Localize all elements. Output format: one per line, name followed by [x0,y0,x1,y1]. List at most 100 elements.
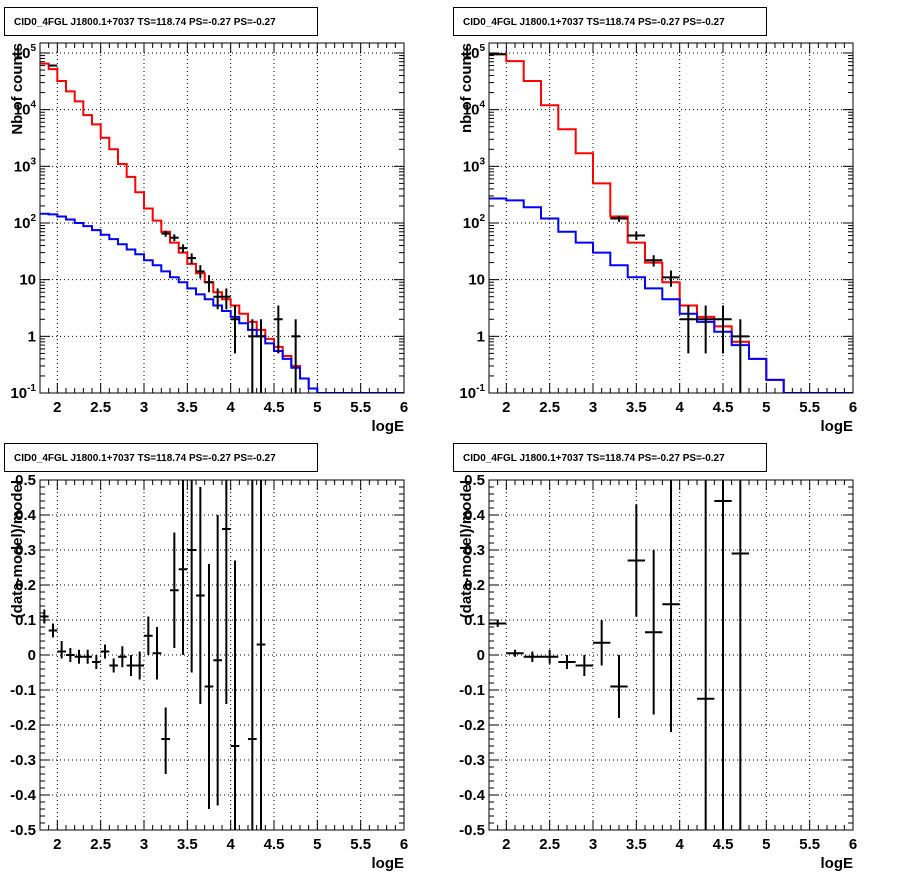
chart-panel-4: CID0_4FGL J1800.1+7037 TS=118.74 PS=-0.2… [453,443,857,872]
x-tick-label: 3 [140,399,148,416]
data-point [213,515,222,806]
data-point [66,648,75,662]
data-point [161,707,170,774]
chart-title: CID0_4FGL J1800.1+7037 TS=118.74 PS=-0.2… [463,17,725,28]
x-tick-label: 6 [849,836,857,853]
data-point [523,651,541,662]
data-point [697,305,715,354]
y-tick-label: 104 [463,100,486,119]
x-tick-label: 2.5 [539,399,560,416]
model-histogram-blue [40,212,404,393]
data-point [92,655,101,669]
y-tick-label: 10 [468,272,485,289]
y-axis-label: Nb of counts [9,43,26,135]
x-tick-label: 3.5 [626,399,647,416]
data-point [170,234,179,242]
x-tick-label: 3.5 [177,836,198,853]
data-point [627,504,645,617]
data-point [230,560,240,830]
data-point [74,649,84,664]
y-tick-label: 1 [477,328,485,345]
data-point [593,620,611,666]
y-tick-label: -0.2 [10,717,36,734]
data-point [662,480,680,732]
x-tick-label: 5 [313,836,321,853]
y-tick-label: 0.2 [15,577,36,594]
model-histogram-red [489,53,853,393]
data-point [256,480,266,830]
plot-frame [488,479,854,831]
plot-area [40,62,404,393]
y-tick-label: 0.4 [464,507,486,524]
title-box [4,7,318,36]
y-tick-label: -0.3 [459,752,485,769]
y-tick-label: 10-1 [459,383,485,402]
y-tick-label: 1 [28,328,36,345]
data-point [152,627,162,680]
data-point [222,480,231,704]
data-point [714,305,732,354]
chart-panel-1: CID0_4FGL J1800.1+7037 TS=118.74 PS=-0.2… [4,7,408,435]
x-axis-label: logE [821,855,854,872]
x-tick-label: 4 [675,836,684,853]
plot-frame [39,479,405,831]
x-tick-label: 2 [502,399,510,416]
plot-area [489,53,853,393]
data-point [610,215,628,222]
y-tick-label: -0.1 [459,682,485,699]
data-point [204,564,214,809]
y-tick-label: 102 [463,213,486,232]
data-point [48,623,58,638]
data-point [161,230,170,237]
data-point [489,53,507,56]
chart-title: CID0_4FGL J1800.1+7037 TS=118.74 PS=-0.2… [14,453,276,464]
data-point [135,651,144,680]
data-point [489,620,507,627]
chart-title: CID0_4FGL J1800.1+7037 TS=118.74 PS=-0.2… [14,17,276,28]
x-tick-label: 4.5 [264,836,285,853]
y-tick-label: 104 [14,100,37,119]
y-axis-label: (data-model)/model [9,480,26,618]
x-tick-label: 5 [313,399,321,416]
plot-frame [39,42,405,394]
y-tick-label: 0.1 [464,612,485,629]
data-point [196,265,205,279]
x-tick-label: 6 [400,836,408,853]
data-point [731,480,749,830]
x-axis-label: logE [821,418,854,435]
y-tick-label: 0.3 [464,542,485,559]
y-tick-label: 0 [28,647,36,664]
x-tick-label: 2 [502,836,510,853]
x-tick-label: 2.5 [539,836,560,853]
x-tick-label: 5.5 [350,836,371,853]
y-tick-label: 105 [14,43,37,62]
y-axis-label: nb of counts [458,43,475,133]
x-tick-label: 2.5 [90,399,111,416]
x-tick-label: 6 [400,399,408,416]
data-point [144,616,153,655]
x-tick-label: 5 [762,399,770,416]
x-tick-label: 4 [226,399,235,416]
data-point [196,487,205,704]
x-tick-label: 5.5 [799,399,820,416]
data-point [256,319,266,393]
x-tick-label: 3 [589,399,597,416]
y-tick-label: -0.4 [10,787,37,804]
data-point [100,644,110,659]
y-tick-label: -0.5 [10,822,36,839]
y-tick-label: 105 [463,43,486,62]
data-point [178,244,188,253]
chart-panel-3: CID0_4FGL J1800.1+7037 TS=118.74 PS=-0.2… [4,443,408,872]
data-point [230,305,240,354]
y-tick-label: -0.5 [459,822,485,839]
x-axis-label: logE [372,418,405,435]
title-box [453,443,767,472]
x-tick-label: 3.5 [177,399,198,416]
data-point [610,655,628,718]
data-point [204,275,214,293]
y-tick-label: -0.4 [459,787,486,804]
data-point [57,641,66,659]
data-point [109,658,118,673]
title-box [4,443,318,472]
